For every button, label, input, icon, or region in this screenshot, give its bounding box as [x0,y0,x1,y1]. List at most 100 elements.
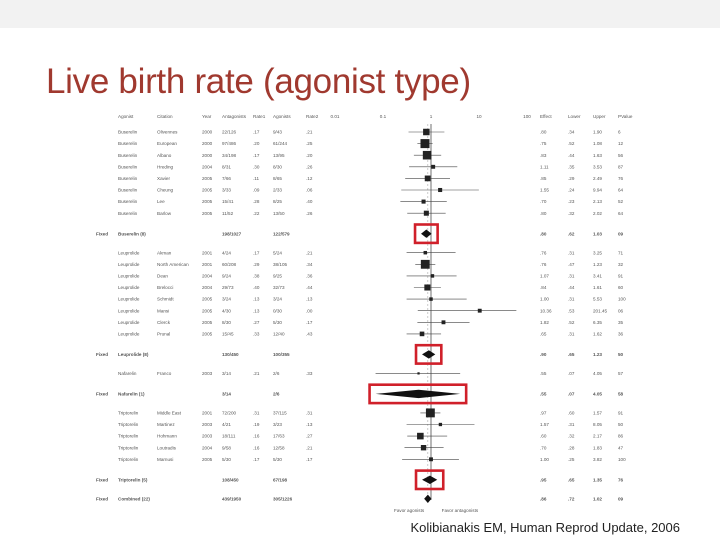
row-rate1: .40 [253,285,260,290]
row-effect: .95 [540,477,547,482]
row-pvalue: 64 [618,188,624,193]
row-lower: .32 [568,434,575,439]
row-year: 2004 [202,274,213,279]
row-pvalue: 09 [618,231,624,236]
row-lower: .29 [568,176,575,181]
header-upper: Upper [593,114,606,119]
row-rate1: .13 [253,297,260,302]
row-effect: .75 [540,141,547,146]
row-upper: 8.05 [593,422,602,427]
row-effect: .70 [540,199,547,204]
header-pvalue: PValue [618,114,633,119]
effect-marker [420,445,427,451]
header-effect: Effect [540,114,552,119]
header-antagonists: Antagonists [222,114,247,119]
highlight-box [368,383,468,405]
row-effect: .70 [540,445,547,450]
row-effect: .97 [540,411,547,416]
row-agonist: Buserelin [118,188,138,193]
highlight-box [414,469,445,491]
row-rate2: .06 [306,188,313,193]
row-agonists: 122/579 [273,231,290,236]
row-upper: 1.08 [593,141,602,146]
row-upper: 1.62 [593,332,602,337]
row-year: 2005 [202,199,213,204]
row-citation: Marnusi [157,457,173,462]
row-agonist: Leuprolide (8) [118,352,149,357]
row-lower: .32 [568,211,575,216]
row-antagonists: 4/21 [222,422,231,427]
header-rate2: Rate2 [306,114,319,119]
row-antagonists: 7/66 [222,176,231,181]
row-lower: .34 [568,130,575,135]
row-agonist: Nafarelin (1) [118,392,145,397]
row-antagonists: 130/450 [222,352,239,357]
effect-marker [417,432,424,440]
effect-marker [429,297,433,301]
row-agonists: 0/30 [273,308,282,313]
row-agonists: 67/198 [273,477,287,482]
row-year: 2003 [202,422,213,427]
row-upper: 1.35 [593,477,602,482]
row-year: 2005 [202,176,213,181]
row-rate1: .11 [253,176,259,181]
row-agonist: Leuprolide [118,297,140,302]
row-citation: Mansi [157,308,169,313]
row-rate1: .16 [253,434,260,439]
row-citation: Olivennes [157,130,178,135]
row-rate1: .22 [253,211,260,216]
row-antagonists: 72/200 [222,411,236,416]
row-year: 2005 [202,297,213,302]
row-antagonists: 8/31 [222,164,231,169]
row-lower: .07 [568,392,575,397]
row-rate1: .19 [253,422,260,427]
row-citation: European [157,141,177,146]
row-agonists: 8/65 [273,176,282,181]
row-year: 2005 [202,457,213,462]
effect-marker [424,284,431,291]
row-agonist: Triptorelin [118,457,139,462]
effect-marker [441,320,446,325]
row-rate2: .12 [306,176,313,181]
row-year: 2005 [202,211,213,216]
row-rate1: .33 [253,332,260,337]
highlight-box [414,343,443,365]
favor-agonists-label: Favor agonists [394,508,425,513]
row-effect: 1.11 [540,164,549,169]
effect-marker [422,150,432,160]
row-pvalue: 32 [618,262,624,267]
row-agonist: Triptorelin [118,434,139,439]
row-rate1: .17 [253,130,260,135]
row-lower: .23 [568,199,575,204]
row-lower: .52 [568,320,575,325]
row-citation: Hohmann [157,434,177,439]
row-effect: .84 [540,285,547,290]
row-antagonists: 15/41 [222,199,234,204]
row-rate1: .29 [253,262,260,267]
model-label: Fixed [96,477,108,482]
row-effect: .85 [540,176,547,181]
row-rate1: .17 [253,457,260,462]
row-pvalue: 58 [618,392,624,397]
row-effect: .90 [540,352,547,357]
row-effect: 1.57 [540,422,549,427]
row-rate2: .27 [306,434,313,439]
row-upper: 1.83 [593,445,602,450]
row-rate2: .17 [306,320,313,325]
row-pvalue: 76 [618,477,624,482]
row-pvalue: 87 [618,164,624,169]
row-antagonists: 3/24 [222,297,231,302]
pooled-diamond [375,389,461,399]
slide-title: Live birth rate (agonist type) [46,62,471,101]
row-lower: .53 [568,308,575,313]
row-agonist: Buserelin [118,130,138,135]
row-pvalue: 47 [618,445,624,450]
row-year: 2005 [202,332,213,337]
row-agonist: Buserelin [118,176,138,181]
highlight-box [413,223,439,245]
row-year: 2005 [202,188,213,193]
effect-marker [425,408,435,418]
row-effect: .83 [540,153,547,158]
row-lower: .35 [568,164,575,169]
row-rate2: .34 [306,262,313,267]
